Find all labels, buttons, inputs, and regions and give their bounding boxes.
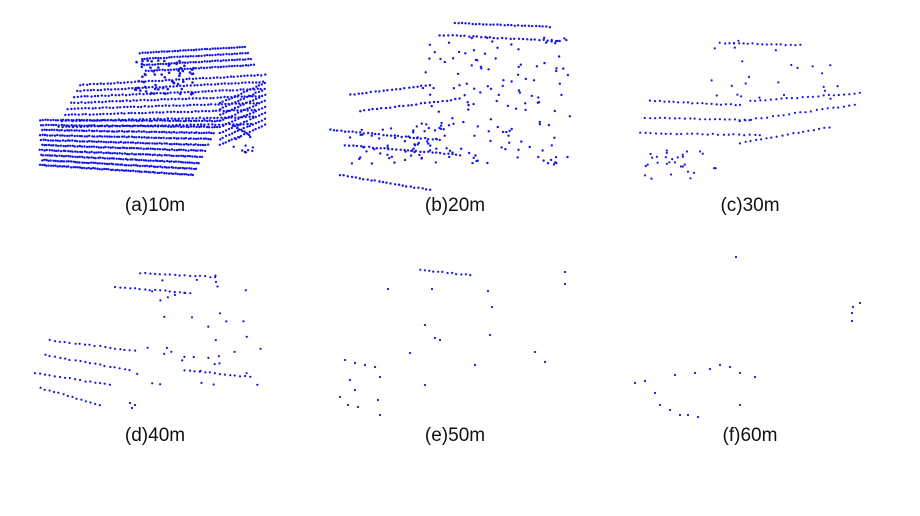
body-points [136, 274, 262, 386]
front-scan-line [639, 131, 761, 137]
side-scan-line [749, 91, 861, 102]
point-cloud-f [633, 255, 862, 419]
roof-scan-line [142, 57, 252, 67]
front-scan-line [39, 118, 221, 123]
interior-points [133, 59, 195, 96]
caption-f: (f)60m [722, 425, 778, 446]
wheel-points [128, 401, 137, 410]
hood-scan-line [643, 116, 751, 122]
panel-e: (e)50m [320, 255, 590, 455]
side-scan-line [219, 93, 267, 116]
panel-a: (a)10m [20, 25, 290, 240]
front-scan-line [39, 123, 219, 129]
front-scan-line [38, 163, 194, 177]
point-cloud-e [338, 268, 567, 417]
roof-scan-line [144, 63, 256, 73]
side-scan-line [219, 99, 266, 122]
roof-scan-line [138, 45, 247, 55]
side-scan-line [183, 369, 252, 378]
front-scan-line [44, 353, 131, 372]
body-points [420, 36, 571, 166]
roof-scan-line [139, 271, 217, 279]
side-scan-line [219, 117, 267, 141]
side-scan-line [738, 103, 856, 123]
panel-f: (f)60m [620, 245, 880, 455]
roof-scan-line [438, 34, 561, 43]
ground-scan-line [338, 174, 432, 191]
side-scan-line [218, 81, 266, 105]
side-scan-line [218, 123, 267, 146]
panel-d: (d)40m [20, 255, 290, 455]
side-scan-line [218, 105, 267, 129]
caption-a: (a)10m [124, 195, 186, 216]
front-scan-line [41, 143, 207, 153]
hood-scan-line [349, 84, 432, 96]
hood-scan-line [648, 99, 742, 107]
front-scan-line [41, 158, 198, 171]
front-scan-line [40, 153, 200, 165]
caption-b: (b)20m [424, 195, 486, 216]
front-scan-line [329, 128, 441, 142]
sparse-points [338, 270, 567, 417]
roof-scan-line [419, 268, 472, 277]
hood-scan-line [70, 94, 261, 105]
panel-c: (c)30m [620, 25, 880, 240]
front-scan-line [39, 138, 210, 147]
wheel-points [227, 124, 255, 154]
front-scan-line [41, 128, 215, 135]
roof-scan-line [113, 285, 192, 295]
lower-front-points [643, 149, 717, 180]
roof-scan-line [141, 51, 250, 61]
caption-e: (e)50m [424, 425, 486, 446]
upper-points [710, 39, 839, 100]
front-scan-line [39, 386, 101, 407]
side-scan-line [218, 111, 267, 135]
front-scan-line [33, 372, 111, 386]
caption-c: (c)30m [720, 195, 780, 216]
hood-scan-line [66, 101, 259, 111]
front-scan-line [38, 148, 204, 159]
hood-scan-line [72, 87, 262, 99]
sparse-points [633, 255, 862, 419]
roof-scan-line [453, 21, 552, 29]
front-scan-line [38, 133, 212, 141]
grille-points [348, 124, 452, 165]
side-scan-line [738, 126, 831, 145]
hood-scan-line [48, 338, 137, 352]
front-scan-line [343, 144, 462, 157]
caption-d: (d)40m [124, 425, 186, 446]
point-cloud-b [329, 21, 571, 191]
roof-scan-line [718, 41, 802, 47]
point-cloud-d [33, 271, 262, 410]
point-cloud-a [38, 45, 267, 177]
hood-scan-line [79, 73, 267, 87]
hood-scan-line [359, 97, 461, 113]
point-cloud-c [639, 39, 861, 180]
side-scan-line [219, 87, 266, 111]
panel-b: (b)20m [320, 15, 590, 240]
